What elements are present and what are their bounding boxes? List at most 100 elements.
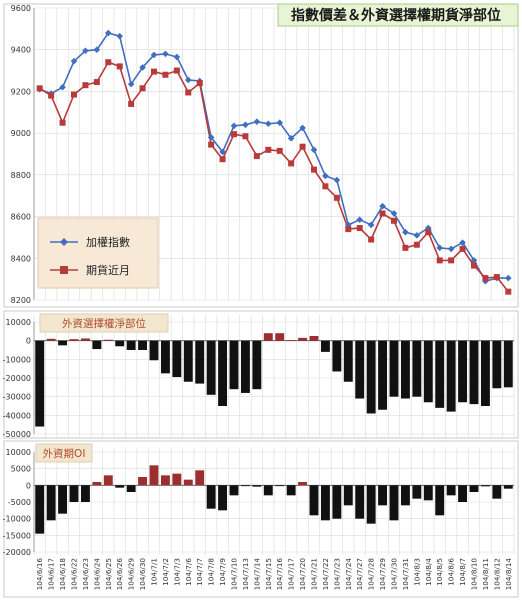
x-tick-label: 104/7/21 <box>310 558 319 590</box>
options-net-bar <box>400 340 410 399</box>
x-tick-label: 104/7/31 <box>401 558 410 590</box>
index-point <box>482 277 489 285</box>
futures-oi-bar <box>332 485 342 519</box>
y-tick-label: -15000 <box>3 531 31 540</box>
x-tick-label: 104/6/16 <box>35 558 44 591</box>
x-tick-label: 104/6/30 <box>138 558 147 591</box>
x-tick-label: 104/7/29 <box>378 558 387 591</box>
futures-oi-bar <box>275 485 285 487</box>
index-point <box>310 146 318 154</box>
futures-oi-bar <box>58 485 68 514</box>
axis-layer: 8200 8400 8600 8800 9000 9200 9400 9600 10000 0 -1… <box>3 4 514 557</box>
x-tick-label: 104/7/13 <box>241 558 250 590</box>
y-tick-label: 8200 <box>11 296 31 305</box>
options-net-bar <box>103 339 113 341</box>
options-net-bar <box>92 340 102 350</box>
y-tick-label: 9200 <box>11 87 31 96</box>
y-tick-label: 8600 <box>11 213 31 222</box>
x-tick-label: 104/7/28 <box>367 558 376 591</box>
futures-point <box>448 257 455 264</box>
index-point <box>470 257 478 264</box>
futures-oi-bar <box>435 485 445 516</box>
x-tick-label: 104/8/11 <box>481 558 490 590</box>
index-point <box>322 172 329 180</box>
x-tick-label: 104/7/27 <box>355 558 364 590</box>
x-tick-label: 104/7/1 <box>150 558 159 586</box>
options-net-bar <box>218 340 228 406</box>
y-tick-label: 8400 <box>11 254 31 263</box>
futures-oi-bar <box>160 475 170 486</box>
index-point <box>207 134 215 141</box>
futures-point <box>208 141 215 148</box>
futures-point <box>379 210 386 217</box>
options-net-bar <box>263 333 273 341</box>
futures-point <box>402 244 409 251</box>
options-net-bar <box>412 340 422 397</box>
x-tick-label: 104/8/12 <box>492 558 501 590</box>
options-net-bar <box>138 340 148 350</box>
futures-point <box>391 217 397 224</box>
x-tick-label: 104/6/24 <box>92 558 101 591</box>
options-net-bar <box>275 333 285 341</box>
main-title-box <box>277 3 519 27</box>
futures-point <box>253 153 260 160</box>
futures-point <box>505 288 512 295</box>
index-point <box>264 120 272 128</box>
legend-entry-index: 加權指數 <box>50 235 130 249</box>
options-net-bar <box>320 340 330 352</box>
x-tick-label: 104/6/18 <box>58 558 67 591</box>
futures-oi-bar <box>503 485 513 489</box>
options-net-bar <box>480 340 490 406</box>
y-tick-label: -10000 <box>3 355 31 364</box>
futures-point <box>151 68 157 75</box>
futures-point <box>311 166 317 173</box>
options-net-bar <box>195 340 205 384</box>
options-panel-title-box <box>39 313 169 333</box>
index-point <box>413 232 421 239</box>
y-tick-label: 0 <box>26 337 31 346</box>
options-net-bar <box>309 336 319 341</box>
options-net-bar <box>35 340 45 427</box>
futures-point <box>436 257 443 264</box>
index-point <box>447 245 455 253</box>
futures-point <box>413 241 420 248</box>
index-point <box>402 228 409 236</box>
index-point <box>82 47 89 55</box>
x-tick-label: 104/7/23 <box>332 558 341 590</box>
x-tick-label: 104/6/25 <box>104 558 113 590</box>
x-tick-label: 104/7/3 <box>172 558 181 586</box>
options-net-bar <box>469 340 479 405</box>
y-tick-label: 10000 <box>6 448 31 457</box>
futures-oi-bar <box>378 485 388 506</box>
x-tick-label: 104/6/17 <box>47 558 56 590</box>
x-tick-label: 104/6/29 <box>127 558 136 591</box>
x-tick-label: 104/7/7 <box>195 558 204 586</box>
futures-point <box>276 147 283 154</box>
index-point <box>150 51 158 59</box>
options-net-bar <box>58 340 68 346</box>
options-net-bar <box>160 340 170 374</box>
x-tick-label: 104/7/14 <box>252 558 261 591</box>
index-point <box>504 274 512 282</box>
futures-point <box>231 131 237 138</box>
options-net-bar <box>240 340 250 393</box>
y-tick-label: -20000 <box>3 374 31 383</box>
x-tick-label: 104/7/22 <box>321 558 330 590</box>
futures-oi-bar <box>320 485 330 521</box>
x-tick-label: 104/8/14 <box>504 558 513 591</box>
index-point <box>139 64 146 71</box>
futures-oi-bar <box>469 485 479 492</box>
futures-oi-bar <box>263 485 273 496</box>
futures-point <box>333 194 340 201</box>
x-tick-label: 104/6/23 <box>81 558 90 590</box>
x-tick-label: 104/7/30 <box>390 558 399 591</box>
options-net-bar <box>503 340 513 388</box>
futures-oi-bar <box>183 479 193 486</box>
futures-oi-panel-title: 外資期OI <box>43 448 86 460</box>
options-net-bar <box>458 340 468 403</box>
options-net-bar <box>172 340 182 378</box>
futures-oi-bar <box>80 485 90 502</box>
options-net-bar <box>446 340 456 412</box>
